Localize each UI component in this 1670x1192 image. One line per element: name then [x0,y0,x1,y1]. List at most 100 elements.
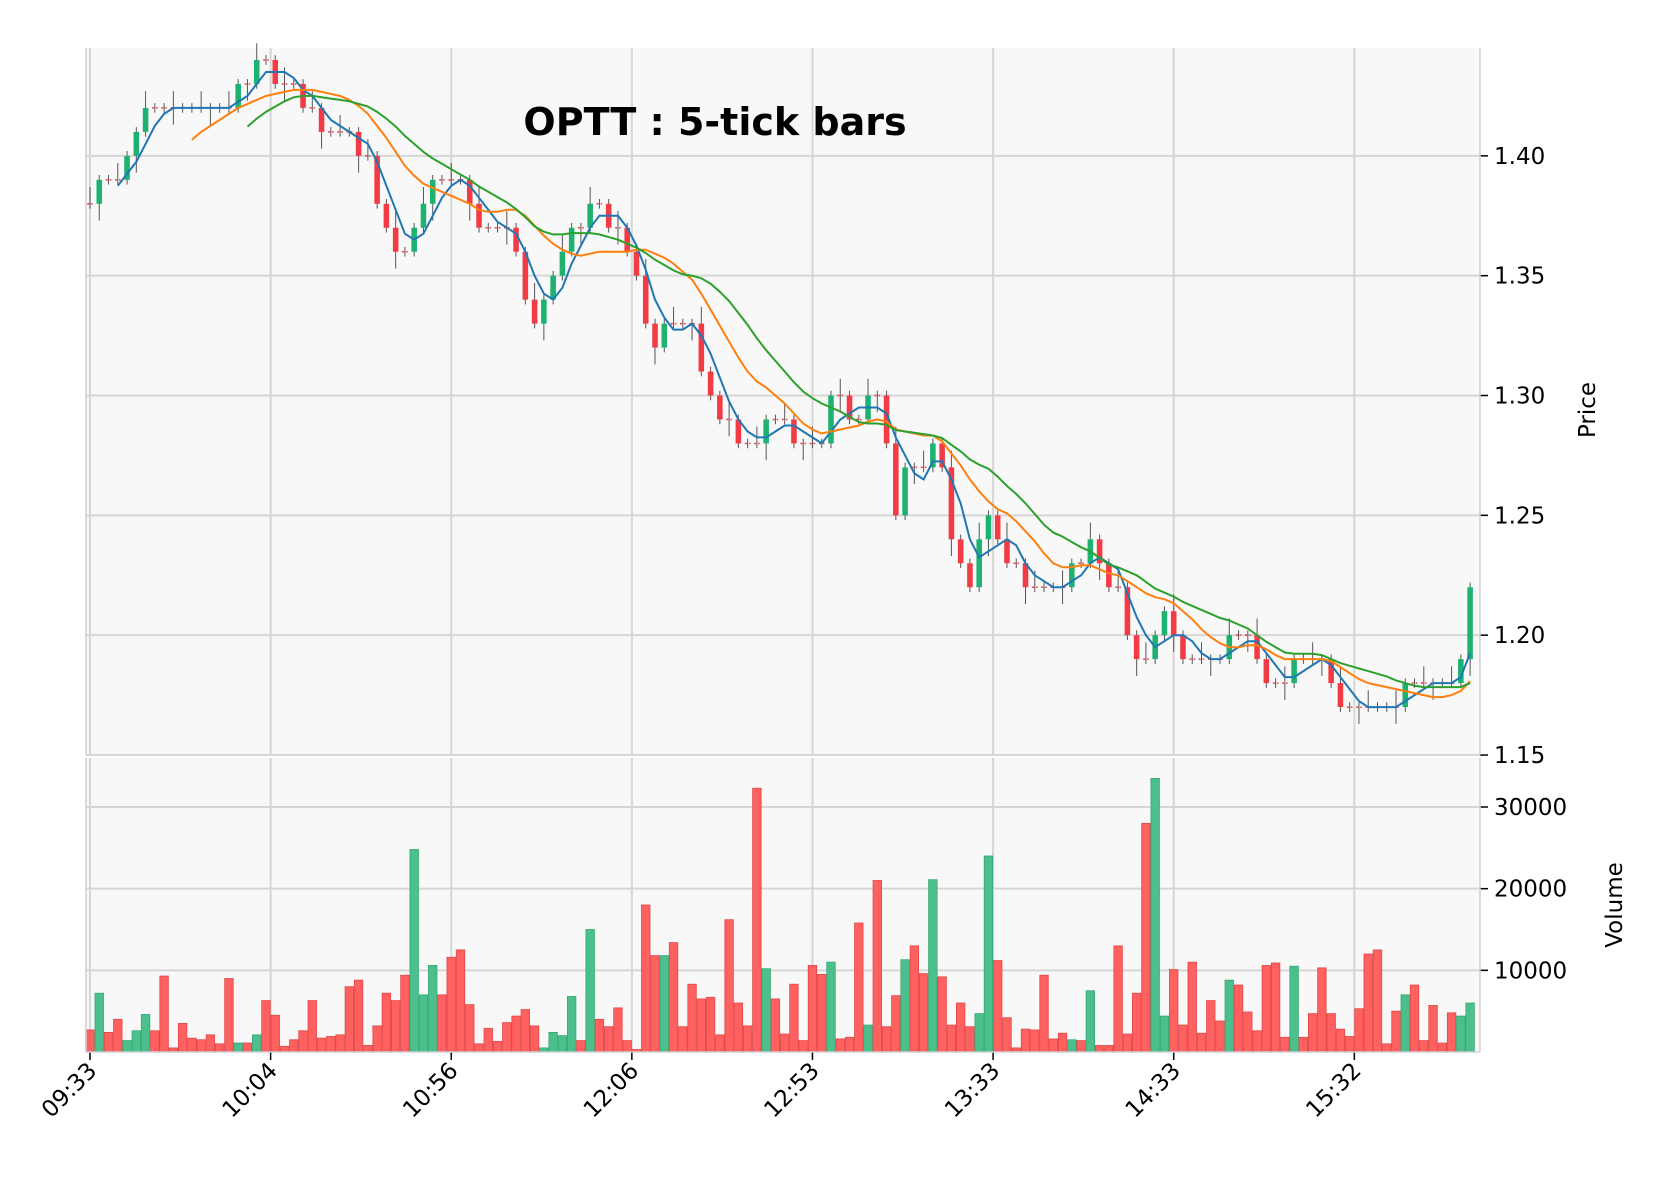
volume-bar [1298,1036,1309,1053]
volume-bar [1131,992,1142,1053]
volume-bar [983,855,994,1053]
volume-bar [1048,1038,1058,1053]
candle-body [828,395,834,444]
candle-body [235,83,241,108]
volume-bar [233,1042,243,1053]
volume-bar [909,945,920,1053]
volume-bar [335,1034,345,1053]
volume-bar [854,922,864,1053]
candle-body [1402,683,1409,708]
x-tick-label: 10:04 [218,1058,283,1123]
volume-bar [1187,961,1197,1053]
candle-body [698,323,705,372]
volume-bar [1215,1020,1225,1053]
volume-bar [789,983,799,1053]
volume-bar [780,1033,790,1053]
volume-bar [678,1026,688,1053]
volume-bar [372,1025,382,1053]
x-tick-label: 09:33 [37,1058,102,1123]
candle-body [994,515,1001,540]
candle-body [1133,635,1140,660]
volume-bar [520,1009,530,1053]
volume-axis-label: Volume [1602,862,1628,948]
candle-body [124,155,130,180]
candle-body [466,179,473,204]
volume-bar [1206,1000,1216,1053]
candle-body [652,323,658,348]
volume-bar [1076,1040,1086,1053]
volume-tick-label: 10000 [1494,958,1567,984]
volume-bar [215,1043,225,1053]
candle-body [587,203,593,228]
candle-body [735,419,742,444]
volume-bar [391,1000,401,1053]
volume-bar [1141,822,1151,1053]
volume-bar [576,1040,586,1053]
candle-body [902,467,908,516]
volume-bar [1252,1030,1262,1053]
volume-bar [696,998,706,1053]
volume-bar [1345,1036,1355,1053]
volume-bar [307,1000,317,1053]
candle-body [96,179,103,204]
price-tick-label: 1.30 [1494,384,1545,410]
candle-body [939,443,945,468]
volume-bar [1428,1005,1438,1053]
volume-bar [381,992,392,1053]
candle-body [624,227,631,252]
price-axis-label: Price [1575,382,1601,438]
x-tick-label: 13:33 [940,1058,1005,1123]
volume-bar [965,1026,975,1053]
volume-bar [1094,1045,1105,1053]
candle-body [1004,539,1010,564]
volume-bar [761,968,771,1053]
candle-body [531,299,538,324]
candle-body [1328,659,1334,684]
candle-body [1106,563,1112,588]
candle-body [374,155,380,204]
volume-bar [1002,1017,1012,1053]
volume-bar [1150,778,1160,1053]
candle-body [957,539,964,564]
volume-bar [224,978,234,1053]
candle-body [642,275,649,324]
moving-average-lines [117,71,1472,709]
volume-bar [289,1039,299,1053]
grid-lines [86,48,1480,1052]
volume-bar [1039,974,1049,1053]
candle-body [976,539,982,588]
x-tick-label: 12:06 [579,1058,644,1123]
volume-bar [279,1045,290,1053]
candle-body [383,203,390,228]
volume-bar [604,1026,614,1053]
volume-bar [557,1035,568,1053]
volume-bar [113,1018,123,1053]
volume-bar [1057,1032,1068,1053]
candle-body [392,227,399,252]
candle-body [429,179,436,204]
volume-bar [94,992,104,1053]
price-tick-label: 1.15 [1494,743,1545,769]
volume-bar [326,1036,336,1053]
candle-body [846,395,853,420]
candle-body [967,563,973,588]
volume-bar [956,1002,966,1053]
volume-bar [650,955,660,1053]
volume-bar [103,1032,114,1053]
volume-bar [1363,953,1373,1053]
volume-bar [1372,949,1383,1053]
candle-body [142,107,149,132]
candle-body [1180,635,1186,660]
volume-bar [1335,1028,1346,1053]
volume-bar [1085,990,1096,1053]
volume-bar [946,1024,957,1053]
volume-bar [1354,1008,1364,1053]
volume-bar [1169,969,1179,1053]
candle-body [1096,539,1103,564]
volume-bar [548,1032,558,1053]
volume-bar [418,994,429,1053]
price-tick-label: 1.35 [1494,264,1545,290]
ma-long-line [246,94,1471,689]
volume-bar [715,1034,725,1053]
candle-body [1170,611,1177,636]
